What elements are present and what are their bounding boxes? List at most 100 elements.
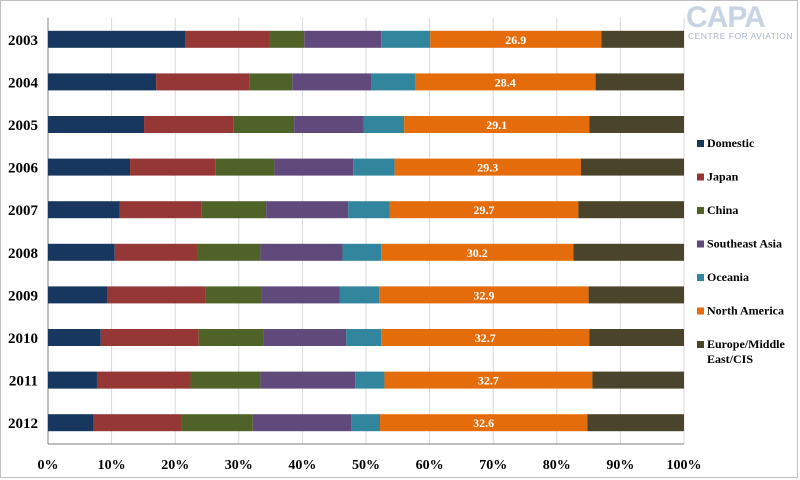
bar-segment-domestic [48,73,157,91]
bar-segment-china [269,30,305,48]
data-label: 32.7 [475,331,496,345]
bar-segment-china [190,371,261,389]
bar-segment-japan [96,371,191,389]
bar-segment-north-america [414,73,596,91]
bar-segment-domestic [48,201,120,219]
bar-segment-oceania [381,30,431,48]
category-label: 2006 [8,161,39,177]
bar-segment-north-america [381,329,590,346]
bar-segment-oceania [371,73,415,91]
x-tick-label: 40% [288,458,316,473]
bar-segment-oceania [339,286,380,304]
data-label: 26.9 [505,33,526,47]
bar-segment-domestic [48,414,94,432]
x-tick-label: 20% [161,458,189,473]
x-tick-label: 50% [352,458,380,473]
bar-segment-north-america [430,30,602,48]
bars: 26.9 28.4 29.1 29.3 29.7 30.2 32.9 32.7 32.7 32.6 [48,30,684,432]
bar-segment-southeast-asia [260,371,356,389]
legend-swatch [697,140,704,147]
bar-segment-japan [119,201,202,219]
bar-segment-north-america [389,201,579,219]
bar-segment-japan [156,73,250,91]
bar-segment-china [215,158,275,176]
bar-segment-japan [107,286,206,304]
bar-segment-europe-middle-east-cis [580,158,684,176]
bar-segment-north-america [384,371,593,389]
bar-segment-china [198,329,264,346]
bar-segment-north-america [379,286,589,304]
legend-item: Oceania [697,270,749,284]
x-tick-label: 30% [225,458,253,473]
legend-item: Domestic [697,136,755,150]
data-label: 29.3 [477,161,498,175]
bar-segment-southeast-asia [304,30,382,48]
bar-segment-north-america [381,243,574,261]
bar-segment-china [181,414,253,432]
data-label: 29.7 [473,203,494,217]
category-label: 2011 [9,374,38,390]
category-labels: 2003 2004 2005 2006 2007 2008 2009 2010 2011 2012 [8,33,39,432]
bar-segment-japan [100,329,199,346]
bar-segment-domestic [48,286,108,304]
legend-item: North America [697,304,784,318]
category-label: 2007 [8,203,39,219]
x-tick-label: 100% [667,458,702,473]
legend-label: Domestic [707,136,755,150]
bar-segment-domestic [48,116,145,133]
bar-segment-europe-middle-east-cis [595,73,684,91]
bar-segment-southeast-asia [252,414,352,432]
bar-segment-china [201,201,267,219]
category-label: 2008 [8,246,38,262]
capa-logo: CAPA CENTRE FOR AVIATION [686,1,793,41]
logo-tagline: CENTRE FOR AVIATION [688,31,793,41]
category-label: 2012 [8,416,38,432]
bar-segment-southeast-asia [266,201,349,219]
bar-segment-europe-middle-east-cis [592,371,684,389]
x-tick-label: 70% [479,458,507,473]
bar-segment-north-america [404,116,590,133]
legend-item: Japan [697,170,739,184]
bar-segment-domestic [48,158,131,176]
legend-item: Europe/Middle East/CIS [697,337,785,366]
bar-segment-japan [144,116,234,133]
bar-segment-southeast-asia [261,286,340,304]
legend-swatch [697,207,704,214]
data-label: 30.2 [467,246,488,260]
category-label: 2004 [8,75,39,91]
bar-segment-europe-middle-east-cis [588,286,684,304]
bar-segment-oceania [363,116,405,133]
bar-segment-oceania [346,329,382,346]
legend-label: Europe/Middle East/CIS [707,337,785,366]
bar-segment-japan [130,158,216,176]
legend-item: Southeast Asia [697,237,782,251]
bar-segment-domestic [48,329,101,346]
bar-segment-north-america [394,158,581,176]
bar-segment-southeast-asia [292,73,372,91]
legend-label: Japan [707,170,739,184]
bar-segment-oceania [348,201,390,219]
category-label: 2010 [8,331,38,347]
bar-segment-europe-middle-east-cis [573,243,684,261]
bar-segment-domestic [48,371,97,389]
legend-label: Oceania [707,270,749,284]
bar-segment-domestic [48,30,186,48]
bar-segment-europe-middle-east-cis [587,414,684,432]
legend-swatch [697,274,704,281]
bar-segment-japan [185,30,270,48]
legend-swatch [697,341,704,348]
data-label: 32.6 [473,416,494,430]
bar-segment-china [233,116,295,133]
bar-segment-southeast-asia [274,158,354,176]
bar-segment-oceania [355,371,385,389]
data-label: 32.7 [478,374,499,388]
category-label: 2005 [8,118,38,134]
legend-swatch [697,307,704,315]
bar-segment-southeast-asia [294,116,364,133]
bar-segment-europe-middle-east-cis [589,116,684,133]
bar-segment-southeast-asia [263,329,347,346]
bar-segment-china [205,286,262,304]
data-label: 32.9 [473,288,494,302]
bar-segment-oceania [342,243,382,261]
